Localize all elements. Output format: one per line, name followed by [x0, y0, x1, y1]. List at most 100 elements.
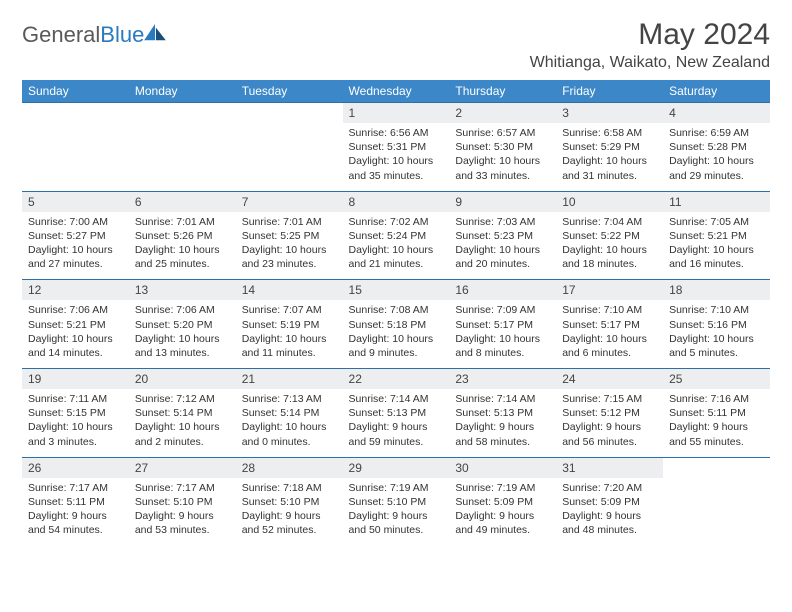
day-data-cell — [129, 123, 236, 191]
day-data-cell: Sunrise: 6:59 AMSunset: 5:28 PMDaylight:… — [663, 123, 770, 191]
daylight-line-2: and 56 minutes. — [562, 435, 657, 449]
sunset-line: Sunset: 5:15 PM — [28, 406, 123, 420]
title-block: May 2024 Whitianga, Waikato, New Zealand — [530, 18, 770, 72]
day-data-cell: Sunrise: 6:58 AMSunset: 5:29 PMDaylight:… — [556, 123, 663, 191]
day-data-cell: Sunrise: 7:06 AMSunset: 5:20 PMDaylight:… — [129, 300, 236, 368]
logo-text: GeneralBlue — [22, 22, 144, 48]
sunrise-line: Sunrise: 7:03 AM — [455, 215, 550, 229]
day-data-cell: Sunrise: 7:17 AMSunset: 5:11 PMDaylight:… — [22, 478, 129, 546]
sunset-line: Sunset: 5:12 PM — [562, 406, 657, 420]
daylight-line-2: and 13 minutes. — [135, 346, 230, 360]
sunset-line: Sunset: 5:11 PM — [28, 495, 123, 509]
day-number-cell: 26 — [22, 457, 129, 478]
day-number-cell: 25 — [663, 369, 770, 390]
sunset-line: Sunset: 5:20 PM — [135, 318, 230, 332]
dayhead-thu: Thursday — [449, 80, 556, 103]
daylight-line-2: and 9 minutes. — [349, 346, 444, 360]
day-number-cell: 5 — [22, 191, 129, 212]
sunrise-line: Sunrise: 7:09 AM — [455, 303, 550, 317]
day-number-cell: 12 — [22, 280, 129, 301]
week-data-row: Sunrise: 7:06 AMSunset: 5:21 PMDaylight:… — [22, 300, 770, 368]
sunset-line: Sunset: 5:10 PM — [349, 495, 444, 509]
daylight-line-2: and 6 minutes. — [562, 346, 657, 360]
sunrise-line: Sunrise: 7:05 AM — [669, 215, 764, 229]
daylight-line-1: Daylight: 9 hours — [349, 420, 444, 434]
sunset-line: Sunset: 5:23 PM — [455, 229, 550, 243]
month-title: May 2024 — [530, 18, 770, 52]
sunset-line: Sunset: 5:17 PM — [562, 318, 657, 332]
sunrise-line: Sunrise: 7:17 AM — [135, 481, 230, 495]
day-number-cell: 11 — [663, 191, 770, 212]
daylight-line-1: Daylight: 9 hours — [669, 420, 764, 434]
sunrise-line: Sunrise: 7:13 AM — [242, 392, 337, 406]
day-number-cell: 14 — [236, 280, 343, 301]
sunset-line: Sunset: 5:26 PM — [135, 229, 230, 243]
daylight-line-1: Daylight: 10 hours — [455, 332, 550, 346]
day-data-cell: Sunrise: 7:10 AMSunset: 5:17 PMDaylight:… — [556, 300, 663, 368]
sunrise-line: Sunrise: 7:08 AM — [349, 303, 444, 317]
day-data-cell: Sunrise: 7:16 AMSunset: 5:11 PMDaylight:… — [663, 389, 770, 457]
calendar-body: 1234 Sunrise: 6:56 AMSunset: 5:31 PMDayl… — [22, 103, 770, 546]
day-data-cell: Sunrise: 7:04 AMSunset: 5:22 PMDaylight:… — [556, 212, 663, 280]
sunset-line: Sunset: 5:19 PM — [242, 318, 337, 332]
sunrise-line: Sunrise: 6:57 AM — [455, 126, 550, 140]
day-number-cell: 8 — [343, 191, 450, 212]
daylight-line-1: Daylight: 10 hours — [135, 243, 230, 257]
day-number-cell: 27 — [129, 457, 236, 478]
week-data-row: Sunrise: 7:00 AMSunset: 5:27 PMDaylight:… — [22, 212, 770, 280]
day-data-cell: Sunrise: 7:14 AMSunset: 5:13 PMDaylight:… — [343, 389, 450, 457]
day-data-cell: Sunrise: 7:05 AMSunset: 5:21 PMDaylight:… — [663, 212, 770, 280]
daylight-line-2: and 25 minutes. — [135, 257, 230, 271]
daylight-line-1: Daylight: 10 hours — [349, 332, 444, 346]
sunset-line: Sunset: 5:29 PM — [562, 140, 657, 154]
day-data-cell: Sunrise: 7:03 AMSunset: 5:23 PMDaylight:… — [449, 212, 556, 280]
day-data-cell: Sunrise: 7:08 AMSunset: 5:18 PMDaylight:… — [343, 300, 450, 368]
daylight-line-1: Daylight: 10 hours — [242, 332, 337, 346]
sunrise-line: Sunrise: 7:00 AM — [28, 215, 123, 229]
daylight-line-1: Daylight: 9 hours — [455, 509, 550, 523]
week-data-row: Sunrise: 7:17 AMSunset: 5:11 PMDaylight:… — [22, 478, 770, 546]
day-number-cell: 15 — [343, 280, 450, 301]
daylight-line-2: and 48 minutes. — [562, 523, 657, 537]
day-number-cell: 4 — [663, 103, 770, 124]
sunset-line: Sunset: 5:21 PM — [28, 318, 123, 332]
week-daynum-row: 1234 — [22, 103, 770, 124]
day-number-cell — [663, 457, 770, 478]
day-data-cell: Sunrise: 7:12 AMSunset: 5:14 PMDaylight:… — [129, 389, 236, 457]
sunrise-line: Sunrise: 7:17 AM — [28, 481, 123, 495]
daylight-line-2: and 20 minutes. — [455, 257, 550, 271]
day-data-cell — [236, 123, 343, 191]
sunrise-line: Sunrise: 7:19 AM — [349, 481, 444, 495]
day-data-cell — [22, 123, 129, 191]
day-data-cell: Sunrise: 7:17 AMSunset: 5:10 PMDaylight:… — [129, 478, 236, 546]
week-daynum-row: 567891011 — [22, 191, 770, 212]
daylight-line-2: and 31 minutes. — [562, 169, 657, 183]
day-data-cell: Sunrise: 7:13 AMSunset: 5:14 PMDaylight:… — [236, 389, 343, 457]
daylight-line-1: Daylight: 10 hours — [135, 420, 230, 434]
day-data-cell: Sunrise: 7:02 AMSunset: 5:24 PMDaylight:… — [343, 212, 450, 280]
daylight-line-1: Daylight: 9 hours — [562, 420, 657, 434]
sunrise-line: Sunrise: 7:04 AM — [562, 215, 657, 229]
daylight-line-2: and 59 minutes. — [349, 435, 444, 449]
day-number-cell: 6 — [129, 191, 236, 212]
sunset-line: Sunset: 5:13 PM — [455, 406, 550, 420]
sunset-line: Sunset: 5:09 PM — [562, 495, 657, 509]
daylight-line-2: and 52 minutes. — [242, 523, 337, 537]
daylight-line-2: and 49 minutes. — [455, 523, 550, 537]
daylight-line-2: and 3 minutes. — [28, 435, 123, 449]
sunset-line: Sunset: 5:25 PM — [242, 229, 337, 243]
daylight-line-1: Daylight: 10 hours — [562, 154, 657, 168]
sunset-line: Sunset: 5:21 PM — [669, 229, 764, 243]
sunrise-line: Sunrise: 6:59 AM — [669, 126, 764, 140]
day-number-cell: 13 — [129, 280, 236, 301]
day-data-cell: Sunrise: 7:19 AMSunset: 5:10 PMDaylight:… — [343, 478, 450, 546]
daylight-line-1: Daylight: 9 hours — [135, 509, 230, 523]
daylight-line-1: Daylight: 10 hours — [242, 420, 337, 434]
sunrise-line: Sunrise: 6:58 AM — [562, 126, 657, 140]
sunrise-line: Sunrise: 7:02 AM — [349, 215, 444, 229]
day-header-row: Sunday Monday Tuesday Wednesday Thursday… — [22, 80, 770, 103]
day-number-cell: 19 — [22, 369, 129, 390]
daylight-line-1: Daylight: 9 hours — [349, 509, 444, 523]
daylight-line-2: and 29 minutes. — [669, 169, 764, 183]
calendar-table: Sunday Monday Tuesday Wednesday Thursday… — [22, 80, 770, 545]
